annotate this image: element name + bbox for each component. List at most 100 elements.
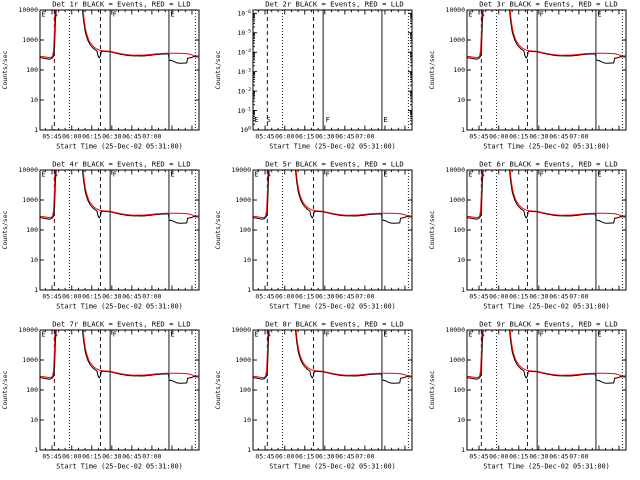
y-tick-label: 1 bbox=[461, 126, 465, 134]
x-tick-label: 06:45 bbox=[122, 292, 141, 300]
x-tick-label: 05:45 bbox=[469, 452, 488, 460]
y-tick-label: 10000 bbox=[232, 326, 252, 334]
y-axis-title: Counts/sec bbox=[1, 50, 9, 89]
x-tick-label: 07:00 bbox=[142, 452, 161, 460]
x-tick-label: 06:30 bbox=[316, 292, 335, 300]
subplot-det-6r: E S F E 10000 1000 100 10 1 05:45 06:00 06:15 06:30 0… bbox=[427, 160, 640, 320]
x-axis-title: Start Time (25-Dec-02 05:31:00) bbox=[56, 142, 183, 150]
plot-frame bbox=[466, 169, 627, 291]
x-tick-label: 07:00 bbox=[356, 452, 375, 460]
subplot-det-5r: E S F E 10000 1000 100 10 1 05:45 06:00 06:15 06:30 0… bbox=[213, 160, 426, 320]
plot-frame bbox=[39, 329, 200, 451]
x-tick-label: 07:00 bbox=[569, 292, 588, 300]
x-tick-label: 06:30 bbox=[316, 452, 335, 460]
x-tick-label: 06:45 bbox=[549, 452, 568, 460]
x-tick-label: 06:15 bbox=[509, 452, 528, 460]
event-marker-letter: E bbox=[170, 171, 174, 179]
x-tick-label: 06:45 bbox=[336, 132, 355, 140]
event-marker-letter: F bbox=[326, 171, 330, 179]
y-axis-title: Counts/sec bbox=[428, 50, 436, 89]
y-tick-label: 10000 bbox=[445, 166, 465, 174]
x-axis-title: Start Time (25-Dec-02 05:31:00) bbox=[56, 462, 183, 470]
plot-frame bbox=[39, 9, 200, 131]
event-marker-letter: E bbox=[468, 171, 472, 179]
x-axis-title: Start Time (25-Dec-02 05:31:00) bbox=[56, 302, 183, 310]
event-marker-letter: E bbox=[255, 171, 259, 179]
event-marker-letter: E bbox=[468, 331, 472, 339]
y-tick-label: 10 bbox=[457, 96, 465, 104]
y-tick-label: 1000 bbox=[22, 36, 38, 44]
event-marker-letter: E bbox=[41, 331, 45, 339]
plot-frame bbox=[466, 329, 627, 451]
event-marker-letter: F bbox=[113, 171, 117, 179]
x-tick-label: 06:45 bbox=[549, 132, 568, 140]
plot-title: Det 2r BLACK = Events, RED = LLD bbox=[266, 0, 404, 9]
lld-series bbox=[253, 330, 412, 379]
plot-title: Det 1r BLACK = Events, RED = LLD bbox=[52, 0, 190, 9]
x-tick-label: 06:30 bbox=[102, 292, 121, 300]
plot-title: Det 8r BLACK = Events, RED = LLD bbox=[266, 320, 404, 329]
x-tick-label: 07:00 bbox=[142, 132, 161, 140]
lld-series bbox=[39, 170, 199, 219]
y-tick-label: 1 bbox=[247, 286, 251, 294]
y-tick-label: 10 bbox=[30, 416, 38, 424]
y-tick-label: 100 bbox=[26, 66, 38, 74]
x-axis-title: Start Time (25-Dec-02 05:31:00) bbox=[270, 302, 397, 310]
x-tick-label: 05:45 bbox=[42, 452, 61, 460]
x-axis-title: Start Time (25-Dec-02 05:31:00) bbox=[270, 142, 397, 150]
event-marker-letter: E bbox=[468, 11, 472, 19]
plot-title: Det 3r BLACK = Events, RED = LLD bbox=[479, 0, 617, 9]
y-tick-label: 1 bbox=[461, 446, 465, 454]
x-tick-label: 05:45 bbox=[469, 132, 488, 140]
y-axis-title: Counts/sec bbox=[214, 370, 222, 409]
lld-series bbox=[253, 170, 412, 219]
y-tick-label: 1000 bbox=[22, 356, 38, 364]
plot-frame bbox=[252, 169, 413, 291]
y-tick-label: 10 bbox=[244, 256, 252, 264]
x-tick-label: 06:15 bbox=[82, 292, 101, 300]
subplot-det-2r: E S F E 10-6 10-5 10-4 10-3 10-2 10-1 100 05:45 06:0… bbox=[213, 0, 426, 160]
y-tick-label: 1000 bbox=[22, 196, 38, 204]
x-tick-label: 06:45 bbox=[122, 452, 141, 460]
x-tick-label: 05:45 bbox=[42, 292, 61, 300]
x-tick-label: 06:00 bbox=[275, 452, 294, 460]
y-tick-label-exp: 10-3 bbox=[238, 67, 252, 75]
x-tick-label: 06:30 bbox=[102, 452, 121, 460]
plot-title: Det 5r BLACK = Events, RED = LLD bbox=[266, 160, 404, 169]
x-tick-label: 06:30 bbox=[529, 292, 548, 300]
x-tick-label: 06:15 bbox=[82, 132, 101, 140]
y-tick-label: 1 bbox=[34, 446, 38, 454]
x-tick-label: 06:45 bbox=[336, 292, 355, 300]
x-tick-label: 06:00 bbox=[489, 132, 508, 140]
y-tick-label-exp: 10-4 bbox=[238, 48, 252, 56]
event-marker-letter: E bbox=[597, 331, 601, 339]
x-tick-label: 07:00 bbox=[356, 132, 375, 140]
y-tick-label: 10000 bbox=[18, 326, 38, 334]
y-tick-label: 1 bbox=[247, 446, 251, 454]
x-tick-label: 06:30 bbox=[102, 132, 121, 140]
event-marker-letter: E bbox=[41, 171, 45, 179]
x-tick-label: 07:00 bbox=[356, 292, 375, 300]
x-tick-label: 06:15 bbox=[82, 452, 101, 460]
plot-title: Det 6r BLACK = Events, RED = LLD bbox=[479, 160, 617, 169]
y-axis-title: Counts/sec bbox=[1, 370, 9, 409]
x-axis-title: Start Time (25-Dec-02 05:31:00) bbox=[270, 462, 397, 470]
plot-title: Det 4r BLACK = Events, RED = LLD bbox=[52, 160, 190, 169]
x-tick-label: 07:00 bbox=[569, 452, 588, 460]
event-marker-letter: E bbox=[384, 116, 388, 124]
y-tick-label: 100 bbox=[240, 386, 252, 394]
y-tick-label: 100 bbox=[453, 66, 465, 74]
y-tick-label: 1 bbox=[461, 286, 465, 294]
plot-frame bbox=[39, 169, 200, 291]
plot-frame bbox=[252, 329, 413, 451]
event-marker-letter: E bbox=[255, 116, 259, 124]
y-tick-label: 10000 bbox=[18, 166, 38, 174]
event-marker-letter: F bbox=[539, 331, 543, 339]
x-tick-label: 07:00 bbox=[142, 292, 161, 300]
x-tick-label: 06:45 bbox=[549, 292, 568, 300]
